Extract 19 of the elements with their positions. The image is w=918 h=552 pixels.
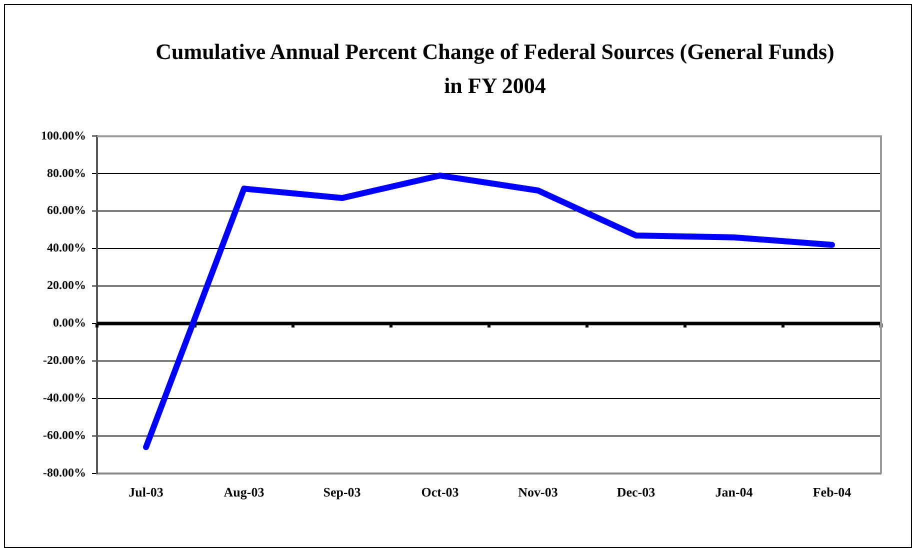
x-tick-label: Dec-03 bbox=[616, 484, 656, 500]
x-tick-label: Sep-03 bbox=[323, 484, 362, 500]
y-tick-label: 80.00% bbox=[47, 166, 86, 180]
x-tick-label: Oct-03 bbox=[421, 484, 460, 500]
x-tick-label: Jan-04 bbox=[715, 484, 754, 500]
y-tick-label: 0.00% bbox=[53, 316, 86, 330]
x-tick-label: Nov-03 bbox=[518, 484, 558, 500]
y-tick-label: -20.00% bbox=[43, 353, 86, 368]
y-tick-label: -80.00% bbox=[43, 465, 86, 480]
x-tick-label: Aug-03 bbox=[224, 484, 265, 500]
y-tick-label: -40.00% bbox=[43, 390, 86, 405]
x-tick-label: Feb-04 bbox=[812, 484, 852, 500]
y-tick-label: 60.00% bbox=[47, 203, 86, 218]
y-tick-label: 40.00% bbox=[47, 240, 86, 255]
y-tick-label: 100.00% bbox=[41, 128, 86, 142]
y-tick-label: 20.00% bbox=[47, 278, 86, 292]
chart-title: Cumulative Annual Percent Change of Federal Sources (General Funds) in FY 2004 bbox=[154, 38, 836, 100]
y-tick-label: -60.00% bbox=[43, 428, 86, 442]
x-tick-label: Jul-03 bbox=[128, 484, 164, 500]
